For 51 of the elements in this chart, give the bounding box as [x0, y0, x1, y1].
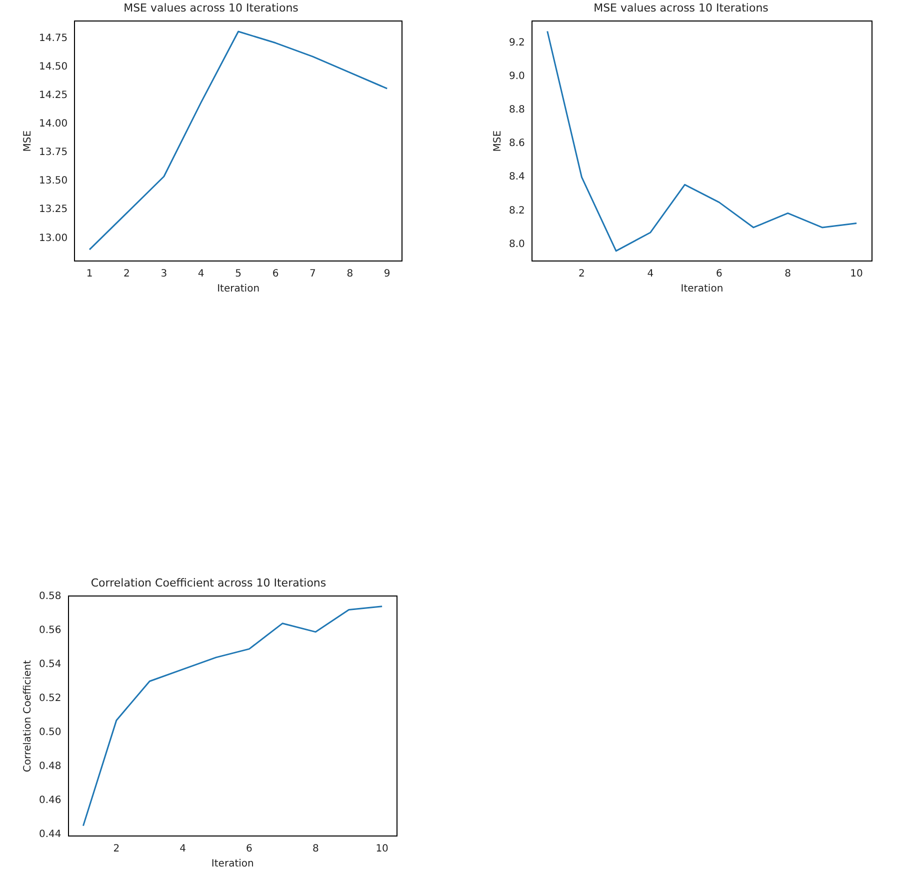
y-axis-title: MSE [22, 130, 34, 152]
x-axis-title: Iteration [217, 284, 260, 295]
y-axis-title: MSE [492, 130, 504, 152]
y-tick-label: 0.44 [39, 828, 62, 840]
x-tick-label: 6 [246, 844, 252, 855]
y-tick-label: 13.25 [38, 204, 68, 216]
x-tick-label: 6 [272, 268, 279, 280]
y-tick-label: 8.2 [508, 205, 525, 216]
x-tick-label: 9 [384, 268, 390, 280]
chart-title: Correlation Coefficient across 10 Iterations [90, 576, 326, 590]
y-tick-label: 14.00 [38, 118, 68, 130]
y-tick-label: 0.50 [39, 726, 62, 738]
x-axis-title: Iteration [211, 858, 254, 870]
y-tick-label: 0.52 [39, 692, 62, 704]
y-tick-label: 0.48 [39, 760, 62, 772]
x-tick-label: 2 [124, 268, 130, 280]
chart-title: MSE values across 10 Iterations [594, 1, 769, 14]
y-tick-label: 13.75 [38, 147, 68, 158]
y-tick-label: 8.6 [508, 138, 525, 150]
x-tick-label: 6 [716, 268, 722, 280]
x-tick-label: 8 [346, 268, 354, 280]
y-tick-label: 0.56 [39, 624, 62, 636]
x-tick-label: 4 [647, 268, 654, 280]
x-tick-label: 10 [376, 844, 388, 855]
y-tick-label: 0.46 [39, 794, 62, 806]
y-tick-label: 14.25 [38, 90, 68, 102]
y-tick-label: 0.58 [39, 590, 62, 602]
x-tick-label: 3 [160, 268, 168, 280]
x-tick-label: 4 [198, 268, 204, 280]
y-tick-label: 8.4 [508, 172, 525, 183]
y-tick-label: 14.50 [38, 61, 68, 72]
y-tick-label: 8.8 [508, 104, 525, 116]
y-tick-label: 9.2 [508, 38, 525, 49]
y-tick-label: 13.50 [38, 176, 68, 187]
y-tick-label: 0.54 [39, 658, 62, 670]
x-tick-label: 4 [180, 844, 186, 855]
x-axis-title: Iteration [680, 284, 724, 295]
y-tick-label: 9.0 [508, 71, 525, 82]
y-tick-label: 13.00 [38, 232, 68, 244]
y-tick-label: 8.0 [508, 238, 525, 250]
x-tick-label: 7 [310, 268, 316, 280]
x-tick-label: 1 [86, 268, 93, 280]
x-tick-label: 8 [312, 844, 319, 855]
chart-title: MSE values across 10 Iterations [124, 1, 299, 14]
x-tick-label: 10 [850, 268, 863, 280]
x-tick-label: 2 [113, 844, 120, 855]
y-tick-label: 14.75 [38, 32, 68, 44]
x-tick-label: 5 [235, 268, 242, 280]
y-axis-title: Correlation Coefficient [22, 660, 34, 772]
x-tick-label: 2 [578, 268, 585, 280]
x-tick-label: 8 [784, 268, 792, 280]
